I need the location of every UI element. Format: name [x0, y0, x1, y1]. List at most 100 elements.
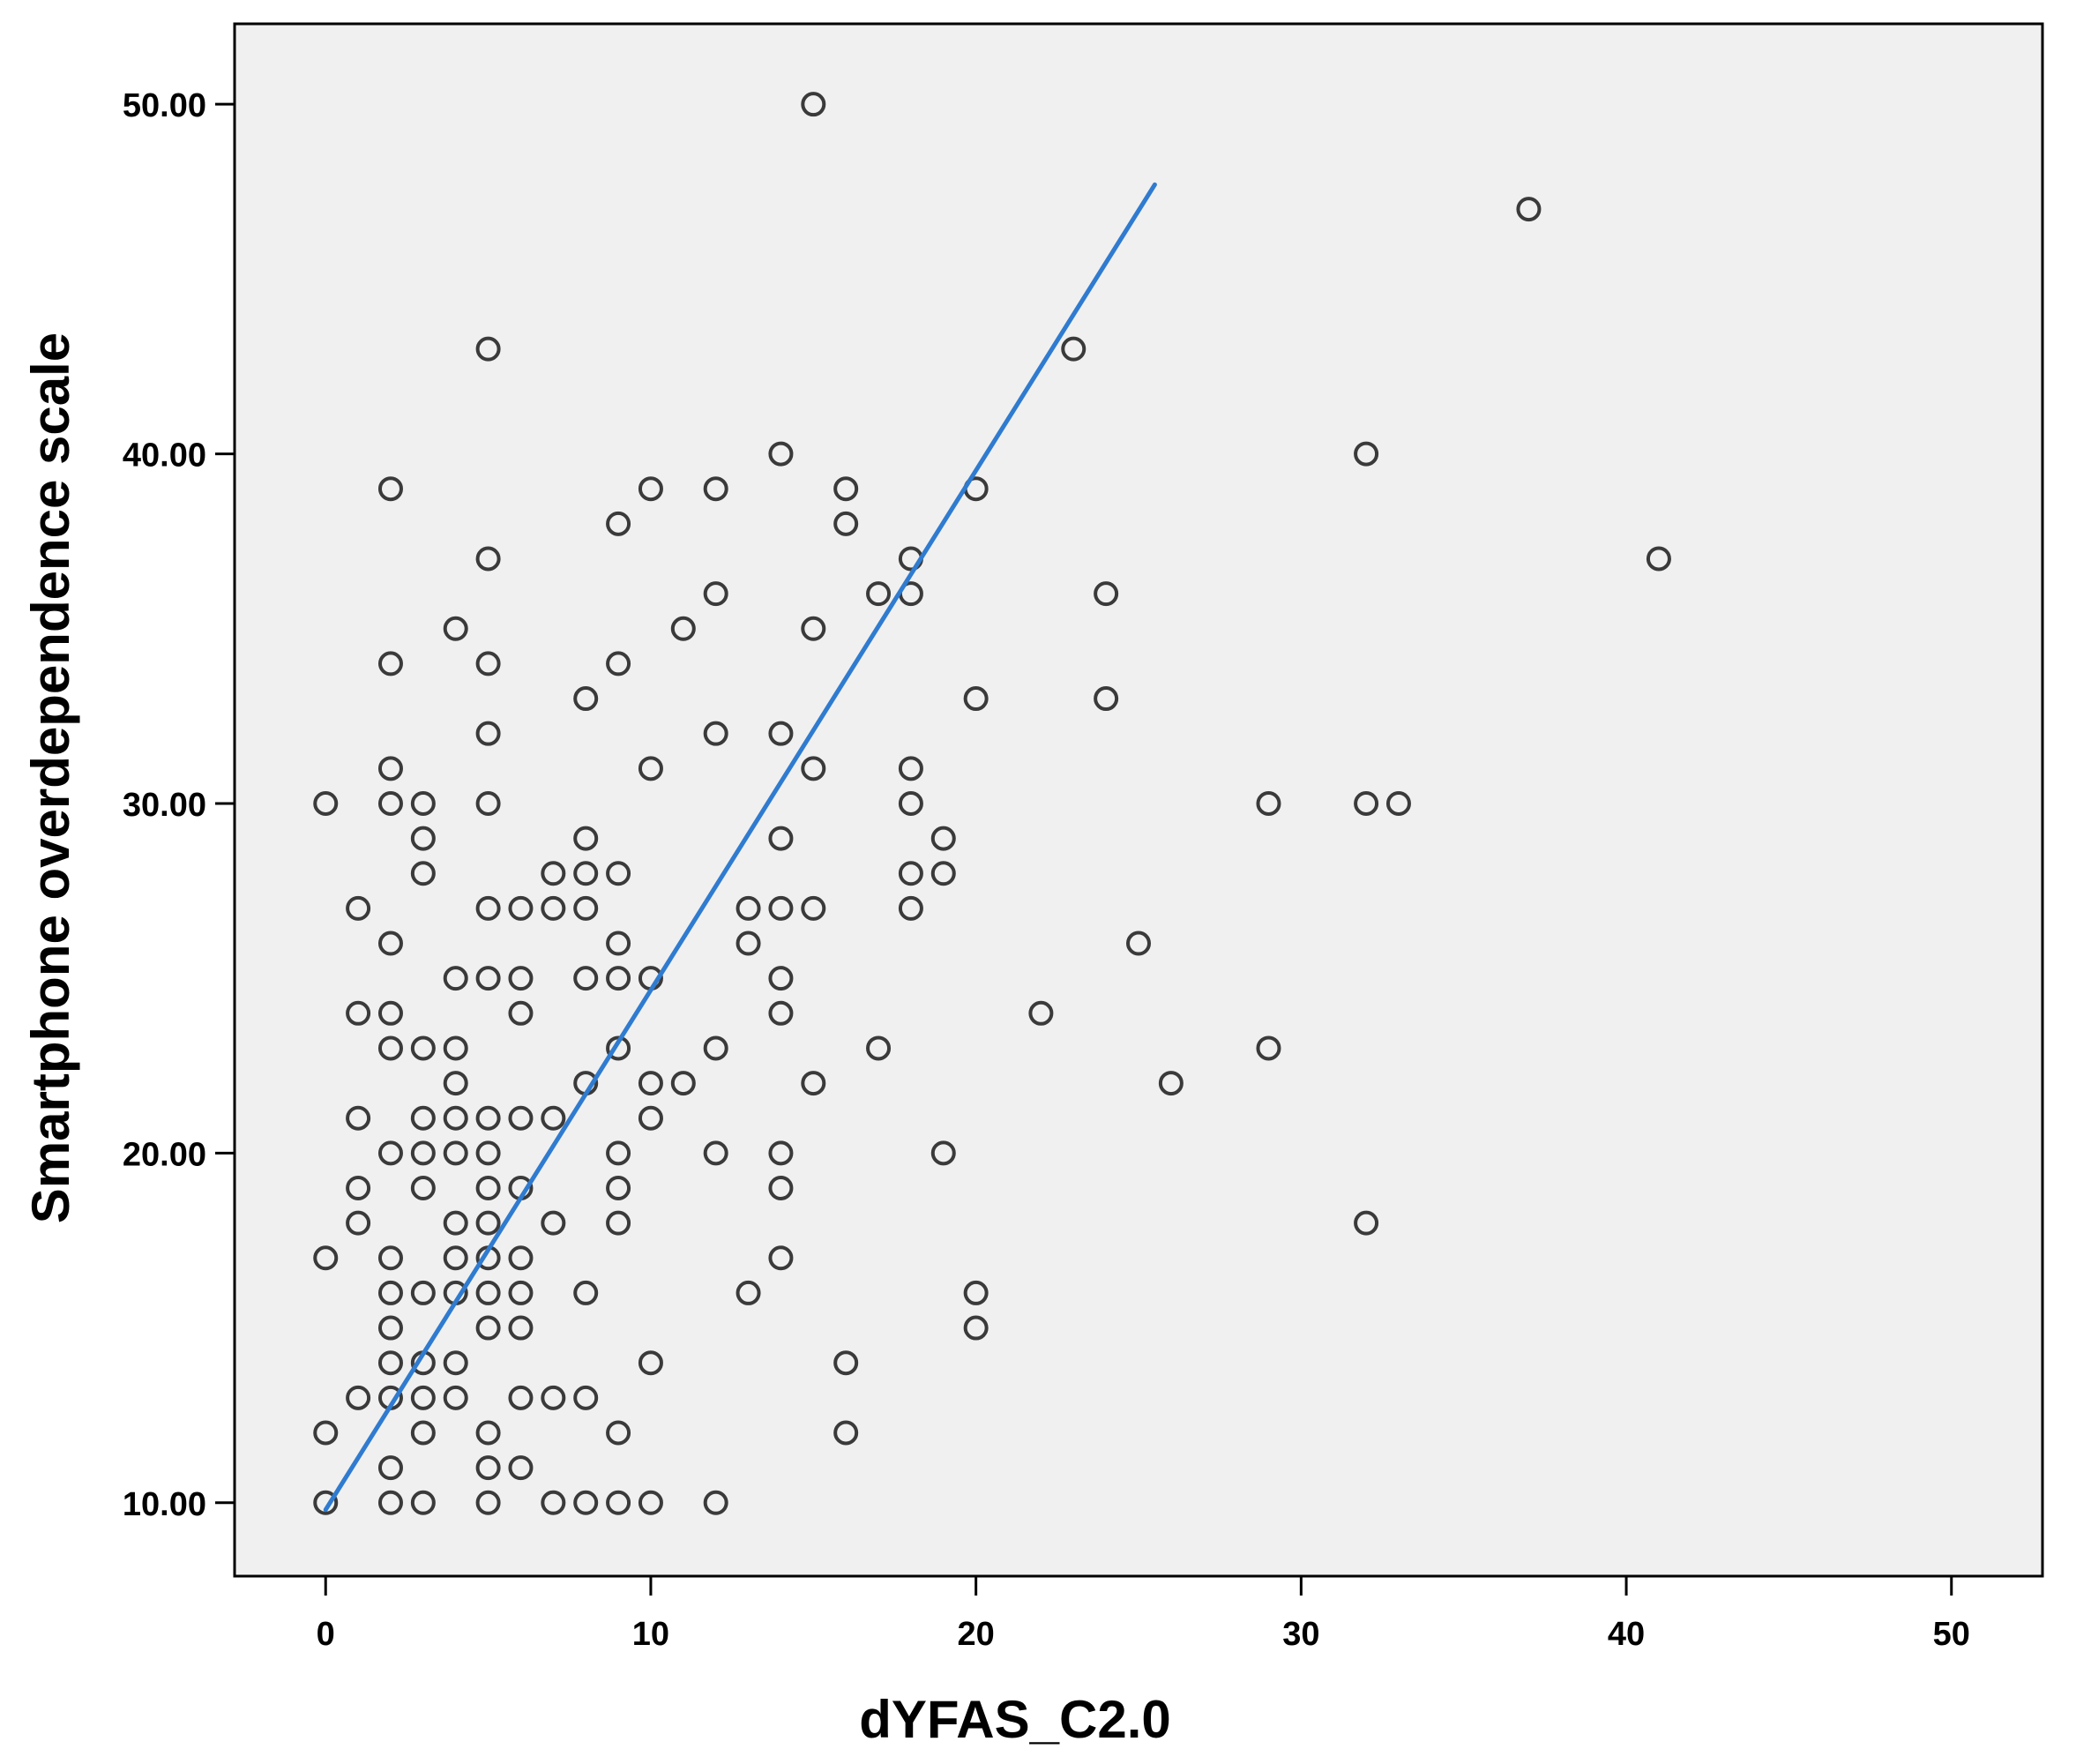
data-point: [377, 1035, 403, 1061]
data-point: [1516, 197, 1542, 222]
data-point: [541, 861, 566, 886]
data-point: [377, 756, 403, 781]
data-point: [606, 931, 631, 956]
y-tick-label: 10.00: [123, 1486, 206, 1523]
data-point: [346, 1105, 371, 1131]
data-point: [443, 966, 468, 991]
data-point: [930, 861, 956, 886]
data-point: [606, 1035, 631, 1061]
data-point: [736, 895, 761, 921]
data-point: [377, 651, 403, 676]
plot-area: [233, 22, 2044, 1578]
data-point: [410, 1280, 436, 1305]
data-point: [377, 1000, 403, 1026]
data-point: [475, 1210, 501, 1236]
data-point: [768, 1176, 794, 1200]
data-point: [768, 721, 794, 746]
data-point: [475, 651, 501, 676]
data-point: [377, 1280, 403, 1305]
data-point: [638, 476, 663, 502]
data-point: [508, 1105, 534, 1131]
data-point: [833, 1350, 859, 1376]
y-axis-title: Smartphone overdependence scale: [21, 333, 80, 1223]
data-point: [866, 581, 892, 607]
data-point: [638, 756, 663, 781]
data-point: [573, 895, 599, 921]
data-point: [508, 1385, 534, 1410]
data-point: [670, 616, 696, 641]
data-point: [801, 756, 826, 781]
data-point: [898, 790, 923, 816]
data-point: [1158, 1071, 1184, 1096]
data-point: [1646, 546, 1671, 572]
data-point: [898, 756, 923, 781]
data-point: [475, 1420, 501, 1446]
data-point: [410, 1176, 436, 1200]
data-point: [377, 1315, 403, 1341]
data-point: [475, 1140, 501, 1166]
x-tick-label: 20: [958, 1616, 995, 1653]
data-point: [443, 1071, 468, 1096]
x-tick-label: 40: [1608, 1616, 1645, 1653]
data-point: [768, 441, 794, 467]
data-point: [606, 1140, 631, 1166]
data-point: [606, 511, 631, 536]
data-point: [410, 1105, 436, 1131]
data-point: [703, 721, 728, 746]
data-point: [866, 1035, 892, 1061]
data-point: [930, 826, 956, 851]
x-tick-label: 50: [1933, 1616, 1970, 1653]
data-point: [1256, 1035, 1281, 1061]
data-point: [768, 1245, 794, 1271]
y-tick-label: 40.00: [123, 437, 206, 475]
data-point: [475, 1105, 501, 1131]
data-point: [377, 1245, 403, 1271]
data-point: [573, 1490, 599, 1515]
data-point: [443, 1350, 468, 1376]
data-point: [508, 1280, 534, 1305]
data-point: [963, 686, 989, 712]
data-point: [1385, 790, 1411, 816]
data-point: [833, 476, 859, 502]
data-point: [768, 966, 794, 991]
data-point: [1094, 686, 1119, 712]
data-point: [313, 1420, 339, 1446]
data-point: [606, 861, 631, 886]
data-point: [736, 931, 761, 956]
data-point: [508, 1000, 534, 1026]
data-point: [606, 651, 631, 676]
data-point: [573, 1280, 599, 1305]
data-point: [508, 966, 534, 991]
data-point: [573, 966, 599, 991]
data-point: [606, 1176, 631, 1200]
data-point: [346, 1385, 371, 1410]
data-point: [541, 1490, 566, 1515]
x-tick-label: 10: [632, 1616, 669, 1653]
data-point: [801, 92, 826, 117]
data-point: [606, 1210, 631, 1236]
data-point: [768, 1140, 794, 1166]
data-point: [377, 1455, 403, 1481]
data-point: [475, 546, 501, 572]
data-point: [1256, 790, 1281, 816]
data-point: [670, 1071, 696, 1096]
data-point: [313, 790, 339, 816]
data-point: [703, 1490, 728, 1515]
data-point: [313, 1490, 339, 1515]
x-tick-label: 30: [1282, 1616, 1319, 1653]
data-point: [377, 476, 403, 502]
data-point: [475, 1280, 501, 1305]
data-point: [833, 1420, 859, 1446]
data-point: [768, 895, 794, 921]
data-point: [541, 1105, 566, 1131]
data-point: [898, 895, 923, 921]
data-point: [410, 826, 436, 851]
data-point: [606, 966, 631, 991]
data-point: [377, 1140, 403, 1166]
data-point: [410, 1420, 436, 1446]
data-point: [768, 1000, 794, 1026]
data-points: [313, 92, 1671, 1515]
data-point: [410, 861, 436, 886]
data-point: [898, 861, 923, 886]
data-point: [475, 1315, 501, 1341]
